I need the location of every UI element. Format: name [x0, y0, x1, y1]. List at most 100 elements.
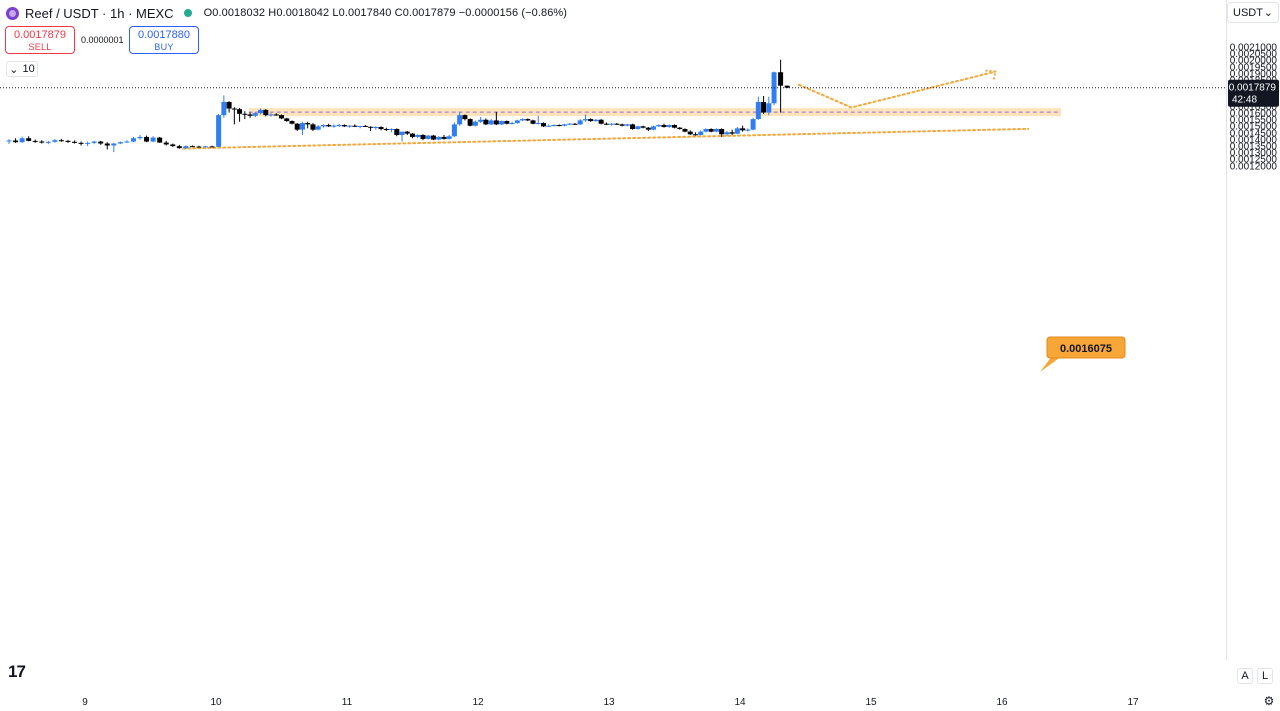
candle-body	[703, 129, 709, 132]
candle	[98, 140, 104, 145]
candle-body	[368, 126, 374, 128]
x-axis[interactable]: 9 10 11 12 13 14 15 16 17	[82, 697, 1139, 708]
auto-scale-button[interactable]: A	[1237, 668, 1253, 684]
candle-body	[750, 119, 756, 130]
currency-select[interactable]: USDT ⌄	[1227, 2, 1279, 23]
candle	[305, 121, 311, 129]
candle-body	[226, 101, 232, 109]
candle	[91, 140, 97, 145]
candle-body	[509, 123, 515, 125]
candle-body	[692, 134, 698, 136]
candle	[499, 120, 505, 126]
candle	[692, 132, 698, 136]
candle-body	[294, 123, 300, 130]
candle	[609, 123, 615, 126]
candle-body	[19, 138, 25, 143]
candle	[32, 139, 38, 143]
y-tick-label: 0.0016500	[1230, 102, 1278, 113]
candle-body	[724, 132, 730, 135]
candle-body	[320, 125, 326, 127]
candle	[703, 128, 709, 133]
candle	[441, 134, 447, 140]
candle-body	[203, 146, 209, 148]
candle	[221, 95, 227, 118]
candle-body	[144, 136, 150, 142]
log-scale-button[interactable]: L	[1257, 668, 1273, 684]
y-tick-label: 0.0013500	[1230, 142, 1278, 153]
candle-body	[26, 138, 32, 141]
zone-label-pointer	[1040, 356, 1062, 372]
candle-body	[551, 125, 557, 127]
candle-body	[446, 136, 452, 139]
tradingview-logo[interactable]: 17	[8, 662, 26, 681]
candle-body	[124, 141, 130, 143]
candle	[556, 124, 562, 127]
y-tick-label: 0.0015500	[1230, 115, 1278, 126]
candle	[415, 134, 421, 139]
candle	[389, 128, 395, 133]
candle	[525, 118, 531, 122]
candle-body	[130, 138, 136, 142]
candle	[472, 120, 478, 127]
buy-button[interactable]: 0.0017880 BUY	[129, 26, 199, 54]
candle	[509, 121, 515, 125]
candle	[368, 126, 374, 131]
candle-body	[331, 125, 337, 127]
x-tick-label: 15	[865, 697, 877, 708]
candle	[320, 124, 326, 128]
candle	[457, 111, 463, 126]
candle	[163, 140, 169, 146]
candle	[263, 109, 269, 117]
candle-body	[425, 135, 431, 139]
quantity-dropdown[interactable]: ⌄ 10	[6, 61, 38, 77]
resistance-zone-layer	[248, 108, 1061, 117]
candle	[567, 123, 573, 126]
candle-body	[530, 120, 536, 124]
candle-body	[588, 119, 594, 122]
candle-body	[315, 126, 321, 130]
candle-body	[514, 120, 520, 124]
candle	[58, 138, 64, 142]
candle	[203, 145, 209, 148]
sell-button[interactable]: 0.0017879 SELL	[5, 26, 75, 54]
y-tick-label: 0.0012000	[1230, 161, 1278, 172]
candle	[299, 121, 305, 135]
candle	[478, 117, 484, 124]
candle	[294, 123, 300, 131]
reef-logo-icon	[6, 6, 19, 20]
candle	[588, 118, 594, 122]
candle-body	[163, 142, 169, 145]
candle-body	[117, 142, 123, 144]
candle-body	[305, 123, 311, 125]
candle-body	[478, 119, 484, 122]
candle-body	[745, 129, 751, 131]
candle-body	[209, 146, 215, 148]
candle	[373, 126, 379, 130]
candle-body	[347, 125, 353, 127]
candle-body	[504, 121, 510, 124]
candle-body	[310, 124, 316, 130]
candle	[216, 113, 222, 148]
candle-body	[410, 133, 415, 137]
candle-body	[170, 144, 176, 147]
y-axis[interactable]: 0.00120000.00125000.00130000.00135000.00…	[1226, 0, 1280, 660]
candle	[104, 142, 110, 150]
candle	[656, 124, 662, 128]
candle-body	[111, 143, 117, 146]
candle	[72, 140, 78, 144]
candle-body	[341, 125, 347, 127]
zone-price-label: 0.0016075	[1060, 343, 1112, 355]
candle	[436, 136, 442, 141]
symbol-title[interactable]: Reef / USDT · 1h · MEXC	[25, 5, 174, 21]
candle	[666, 124, 672, 128]
candle-body	[389, 129, 395, 130]
x-tick-label: 13	[603, 697, 615, 708]
candle	[65, 139, 71, 143]
gear-icon[interactable]: ⚙	[1263, 694, 1275, 708]
candle	[425, 134, 431, 140]
candle-body	[561, 124, 567, 126]
candle-body	[755, 101, 761, 120]
candle-body	[263, 109, 269, 116]
candle-body	[394, 129, 400, 135]
